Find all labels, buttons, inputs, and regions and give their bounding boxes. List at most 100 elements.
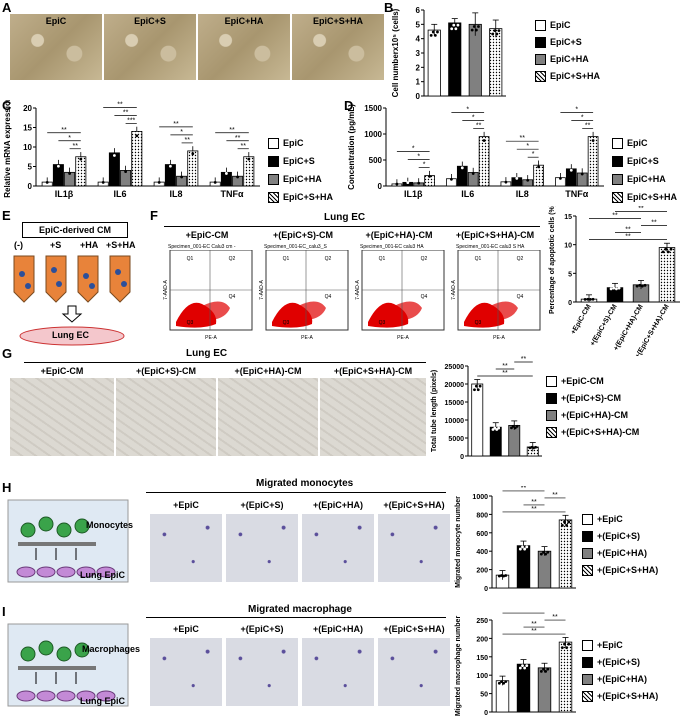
data-point — [497, 426, 501, 430]
chart-i: 0 50 100 150 200 250 Migrated macrophage numbe… — [455, 610, 576, 717]
tube-label: +S — [50, 240, 62, 250]
y-tick-label: 20 — [23, 104, 32, 113]
migr-title: +EpiC — [173, 500, 199, 510]
tube-image-3 — [218, 378, 318, 456]
sig-label: ** — [117, 101, 123, 108]
data-point — [544, 552, 548, 556]
sig-label: * — [417, 154, 420, 161]
micrograph-title: EpiC — [45, 16, 67, 26]
y-axis-label: Migrated macrophage number — [455, 616, 462, 717]
data-point — [497, 681, 501, 685]
bar — [533, 164, 544, 187]
header-rule — [164, 226, 540, 227]
data-point — [395, 182, 399, 186]
legend-item: +(EpiC+HA) — [582, 548, 647, 560]
sig-label: ** — [552, 492, 558, 499]
flow-x-axis-label: PE-A — [493, 335, 505, 341]
header-rule — [146, 617, 446, 618]
y-tick-label: 15 — [23, 124, 32, 133]
y-tick-label: 50 — [480, 692, 488, 699]
data-point — [471, 172, 475, 175]
data-point — [565, 523, 569, 527]
data-point — [247, 157, 251, 161]
data-point — [497, 574, 501, 578]
data-point — [502, 681, 506, 685]
x-tick-label: IL6 — [113, 189, 126, 199]
quadrant-label: Q3 — [283, 320, 290, 326]
data-point — [559, 176, 562, 180]
legend-ad-1: EpiC EpiC+S EpiC+HA EpiC+S+HA — [535, 20, 685, 100]
chart-f: 0 5 10 15 Percentage of apoptotic cells (%) +… — [549, 206, 680, 356]
quadrant-label: Q1 — [475, 256, 482, 262]
data-point — [491, 32, 495, 36]
bar — [75, 156, 87, 187]
data-point — [525, 545, 529, 549]
sig-label: * — [423, 162, 426, 169]
data-point — [79, 157, 83, 161]
data-point — [474, 384, 478, 388]
legend-item: EpiC+S+HA — [535, 71, 600, 83]
data-point — [225, 172, 228, 175]
data-point — [57, 164, 60, 168]
legend-item: EpiC+S+HA — [268, 192, 333, 204]
base-label: Lung EpiC — [80, 696, 125, 706]
flow-title: +(EpiC+S+HA)-CM — [455, 230, 535, 240]
data-point — [428, 175, 431, 178]
bar — [537, 667, 552, 713]
sig-label: ** — [235, 135, 241, 142]
cells-label: Macrophages — [82, 644, 141, 654]
tube-title: +(EpiC+S+HA)-CM — [333, 366, 413, 376]
data-point — [213, 181, 217, 184]
data-point — [431, 30, 435, 34]
y-tick-label: 600 — [476, 531, 488, 538]
quadrant-label: Q2 — [517, 256, 524, 262]
legend-h: +EpiC +(EpiC+S) +(EpiC+HA) +(EpiC+S+HA) — [582, 514, 685, 584]
migr-image — [226, 514, 298, 582]
flow-y-axis-label: 7-AAD-A — [451, 279, 457, 299]
legend-item: +(EpiC+S) — [582, 657, 640, 669]
x-tick-label: IL1β — [55, 189, 74, 199]
data-point — [454, 27, 458, 31]
panel-label-f: F — [150, 208, 158, 223]
data-point — [113, 154, 116, 157]
x-tick-label: TNFα — [565, 189, 588, 199]
data-point — [534, 445, 538, 449]
data-point — [643, 283, 647, 287]
base-label: Lung EpiC — [80, 570, 125, 580]
quadrant-label: Q4 — [421, 294, 428, 300]
y-tick-label: 1000 — [364, 130, 382, 139]
bar — [516, 545, 531, 589]
flow-plot: Q1 Q2 Q3 Q4 PE-A 7-AAD-A — [163, 250, 253, 341]
data-point — [560, 523, 564, 527]
data-point — [664, 247, 668, 251]
panel-label-d: D — [344, 98, 354, 113]
chart-b: 0 1 2 3 4 5 6 Cell numberx10⁵ (cells) — [391, 6, 506, 101]
legend-item: +(EpiC+HA) — [582, 674, 647, 686]
data-point — [515, 176, 519, 180]
tube-label: (-) — [14, 240, 23, 250]
data-point — [429, 33, 433, 37]
dish-label: Lung EC — [52, 330, 89, 340]
transwell-macrophages — [7, 623, 129, 707]
y-tick-label: 400 — [476, 549, 488, 556]
sig-label: ** — [638, 206, 644, 213]
panel-label-h: H — [2, 480, 12, 495]
tube-title: +(EpiC+HA)-CM — [234, 366, 302, 376]
data-point — [567, 642, 571, 646]
data-point — [539, 669, 543, 673]
sig-label: ** — [123, 109, 129, 116]
data-point — [667, 250, 670, 254]
x-tick-label: IL8 — [516, 189, 529, 199]
flow-title: +EpiC-CM — [185, 230, 229, 240]
data-point — [518, 666, 522, 670]
x-tick-label: IL1β — [404, 189, 423, 199]
bar — [516, 663, 531, 713]
sig-label: ** — [531, 628, 537, 635]
data-point — [546, 550, 550, 554]
y-tick-label: 0 — [28, 182, 33, 191]
tube-label: +S+HA — [106, 240, 136, 250]
data-point — [157, 181, 161, 184]
legend-item: +EpiC — [582, 514, 623, 526]
flow-y-axis-label: 7-AAD-A — [355, 279, 361, 299]
section-header-h: Migrated monocytes — [256, 478, 354, 489]
